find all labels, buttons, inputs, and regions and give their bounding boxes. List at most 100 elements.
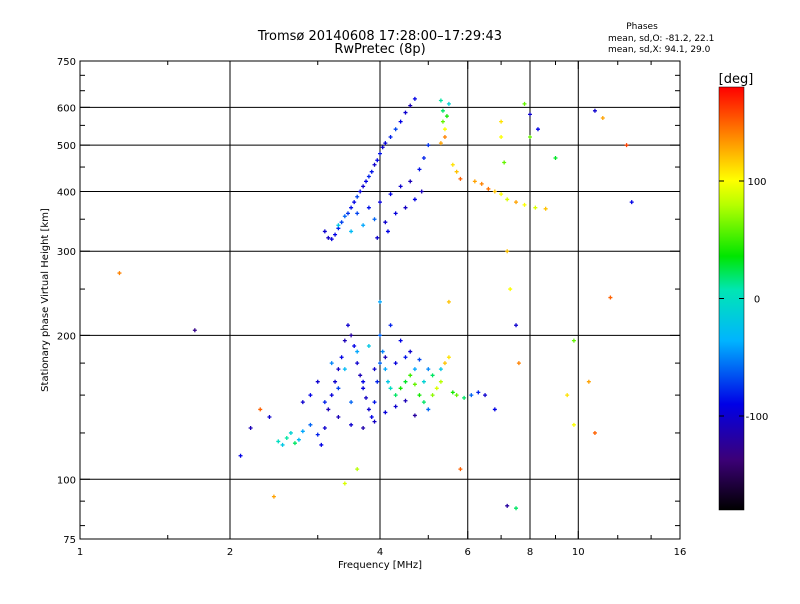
data-point <box>117 271 122 276</box>
data-point <box>358 373 363 378</box>
data-point <box>492 407 497 412</box>
data-point <box>276 439 281 444</box>
data-point <box>408 373 413 378</box>
data-point <box>352 200 357 205</box>
data-point <box>442 361 447 366</box>
data-point <box>296 437 301 442</box>
data-point <box>342 367 347 372</box>
data-point <box>288 430 293 435</box>
y-tick-label: 400 <box>57 187 76 198</box>
data-point <box>403 398 408 403</box>
data-point <box>364 395 369 400</box>
data-point <box>333 379 338 384</box>
data-point <box>408 103 413 108</box>
data-point <box>383 220 388 225</box>
data-point <box>442 135 447 140</box>
data-point <box>446 355 451 360</box>
data-point <box>499 135 504 140</box>
data-point <box>398 184 403 189</box>
data-point <box>393 211 398 216</box>
data-point <box>366 344 371 349</box>
data-point <box>385 229 390 234</box>
data-point <box>300 400 305 405</box>
data-point <box>412 197 417 202</box>
data-point <box>450 162 455 167</box>
data-point <box>388 192 393 197</box>
data-point <box>417 357 422 362</box>
data-point <box>393 404 398 409</box>
data-point <box>339 220 344 225</box>
data-point <box>329 361 334 366</box>
data-point <box>446 101 451 106</box>
y-tick-label: 75 <box>63 535 76 546</box>
data-point <box>378 200 382 205</box>
data-point <box>421 156 426 161</box>
data-point <box>336 223 341 228</box>
colorbar-ticks: 100 0 -100 <box>719 177 768 423</box>
data-point <box>438 367 443 372</box>
data-point <box>535 127 540 132</box>
data-point <box>454 393 459 398</box>
data-point <box>440 108 445 113</box>
data-point <box>388 386 393 391</box>
data-point <box>349 333 354 338</box>
data-point <box>380 349 385 354</box>
x-tick-label: 2 <box>227 547 233 558</box>
data-point <box>444 114 449 119</box>
colorbar-tick-label: 100 <box>747 177 766 188</box>
data-point <box>366 174 371 179</box>
data-point <box>592 108 597 113</box>
data-point <box>571 338 576 343</box>
y-tick-label: 500 <box>57 141 76 152</box>
data-point <box>355 361 360 366</box>
data-point <box>398 386 403 391</box>
data-point <box>378 299 382 304</box>
data-point <box>403 355 408 360</box>
data-point <box>375 235 380 240</box>
data-point <box>358 189 363 194</box>
data-point <box>442 127 447 132</box>
data-point <box>476 390 481 395</box>
data-point <box>499 119 504 124</box>
data-point <box>508 287 513 292</box>
data-point <box>458 176 463 181</box>
data-point <box>398 338 403 343</box>
data-point <box>366 407 371 412</box>
y-axis: 75 100 200 300 400 500 600 750 <box>57 57 680 546</box>
data-point <box>366 205 371 210</box>
data-point <box>514 323 519 328</box>
data-point <box>355 194 360 199</box>
data-point <box>421 400 426 405</box>
data-point <box>479 181 484 186</box>
data-point <box>339 355 344 360</box>
data-point <box>586 379 591 384</box>
data-point <box>438 141 443 146</box>
data-point <box>454 169 459 174</box>
data-point <box>446 299 451 304</box>
data-point <box>372 367 377 372</box>
data-point <box>248 426 253 431</box>
data-point <box>462 395 467 400</box>
data-point <box>308 393 313 398</box>
chart-subtitle: RwPretec (8p) <box>334 42 425 57</box>
data-point <box>388 323 393 328</box>
data-point <box>438 379 443 384</box>
data-point <box>383 410 388 415</box>
data-point <box>361 426 366 431</box>
data-point <box>280 442 285 447</box>
data-point <box>528 135 532 140</box>
data-point <box>322 426 327 431</box>
data-point <box>543 206 548 211</box>
data-point <box>408 349 413 354</box>
data-point <box>388 135 393 140</box>
data-point <box>372 419 377 424</box>
data-point <box>192 328 197 333</box>
data-point <box>315 379 320 384</box>
data-point <box>383 355 388 360</box>
y-tick-label: 300 <box>57 247 76 258</box>
x-tick-label: 8 <box>527 547 533 558</box>
y-axis-label: Stationary phase Virtual Height [km] <box>40 208 51 392</box>
data-point <box>267 414 272 419</box>
data-point <box>458 467 463 472</box>
data-point <box>505 197 510 202</box>
